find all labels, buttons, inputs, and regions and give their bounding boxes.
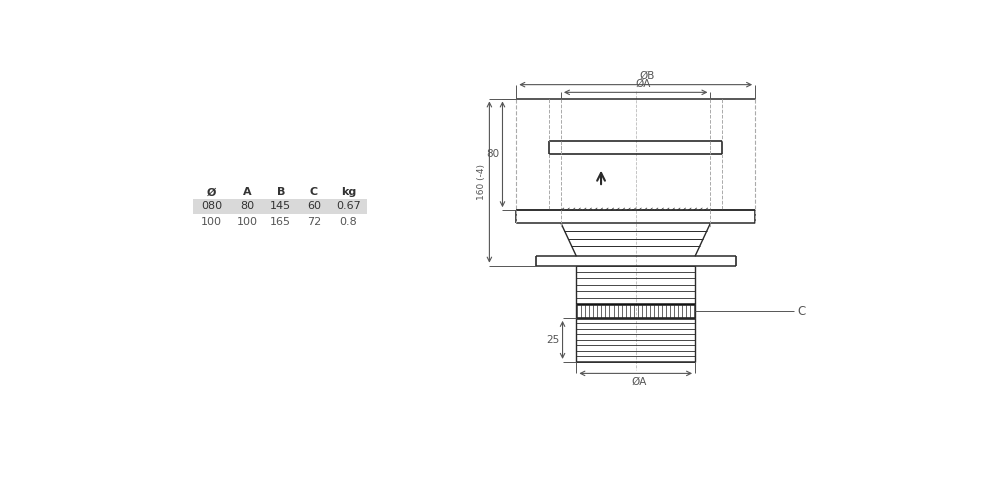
Text: A: A [243, 188, 251, 198]
Text: ØA: ØA [632, 377, 647, 387]
Text: B: B [277, 188, 285, 198]
Text: 80: 80 [486, 150, 499, 160]
Text: 25: 25 [546, 335, 559, 345]
Bar [193, 198, 230, 214]
Text: 165: 165 [270, 216, 291, 226]
Text: 100: 100 [236, 216, 257, 226]
Text: C: C [797, 304, 806, 318]
Text: 080: 080 [201, 202, 222, 211]
Text: 100: 100 [201, 216, 222, 226]
Text: 145: 145 [270, 202, 291, 211]
Text: 0.67: 0.67 [336, 202, 361, 211]
Bar [298, 198, 330, 214]
Text: 160 (-4): 160 (-4) [477, 164, 486, 200]
Text: Ø: Ø [207, 188, 216, 198]
Text: C: C [310, 188, 318, 198]
Text: 72: 72 [307, 216, 321, 226]
Text: kg: kg [341, 188, 356, 198]
Text: 80: 80 [240, 202, 254, 211]
Text: ØB: ØB [640, 71, 655, 81]
Bar [230, 198, 264, 214]
Bar [264, 198, 298, 214]
Text: 0.8: 0.8 [340, 216, 357, 226]
Text: ØA: ØA [636, 78, 651, 88]
Bar [330, 198, 367, 214]
Text: 60: 60 [307, 202, 321, 211]
